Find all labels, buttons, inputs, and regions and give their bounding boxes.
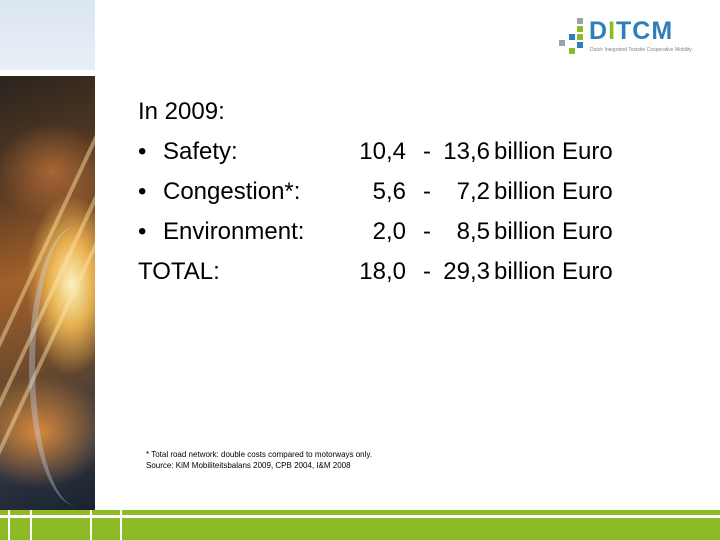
logo-tagline: Dutch Integrated Testsite Cooperative Mo… — [590, 47, 692, 53]
footnote-line: * Total road network: double costs compa… — [146, 450, 373, 459]
footnote: * Total road network: double costs compa… — [146, 449, 372, 471]
background-photo-top — [0, 0, 95, 70]
cost-label: Congestion*: — [163, 178, 301, 205]
cost-label: Environment: — [163, 218, 305, 245]
stripe-divider — [120, 510, 122, 540]
stripe-divider — [90, 510, 92, 540]
total-from: 18,0 — [359, 258, 406, 285]
cost-unit: billion Euro — [494, 138, 613, 165]
cost-unit: billion Euro — [494, 178, 613, 205]
range-dash: - — [423, 258, 431, 285]
cost-to: 8,5 — [456, 218, 490, 245]
bottom-white-line — [0, 515, 720, 518]
range-dash: - — [423, 178, 431, 205]
logo-mark-icon — [555, 16, 585, 56]
stripe-divider — [8, 510, 10, 540]
bullet: • — [138, 218, 147, 245]
range-dash: - — [423, 138, 431, 165]
heading: In 2009: — [138, 98, 225, 125]
tunnel-rim — [29, 226, 95, 506]
total-to: 29,3 — [443, 258, 490, 285]
ditcm-logo: DITCM Dutch Integrated Testsite Cooperat… — [555, 16, 715, 61]
total-label: TOTAL: — [138, 258, 220, 285]
cost-to: 13,6 — [443, 138, 490, 165]
cost-from: 5,6 — [372, 178, 406, 205]
cost-from: 2,0 — [372, 218, 406, 245]
cost-from: 10,4 — [359, 138, 406, 165]
tunnel-photo — [0, 76, 95, 510]
range-dash: - — [423, 218, 431, 245]
cost-to: 7,2 — [456, 178, 490, 205]
stripe-divider — [30, 510, 32, 540]
logo-wordmark: DITCM — [589, 17, 674, 45]
bullet: • — [138, 138, 147, 165]
cost-label: Safety: — [163, 138, 238, 165]
source-line: Source: KiM Mobiliteitsbalans 2009, CPB … — [146, 461, 351, 470]
bullet: • — [138, 178, 147, 205]
total-unit: billion Euro — [494, 258, 613, 285]
cost-unit: billion Euro — [494, 218, 613, 245]
